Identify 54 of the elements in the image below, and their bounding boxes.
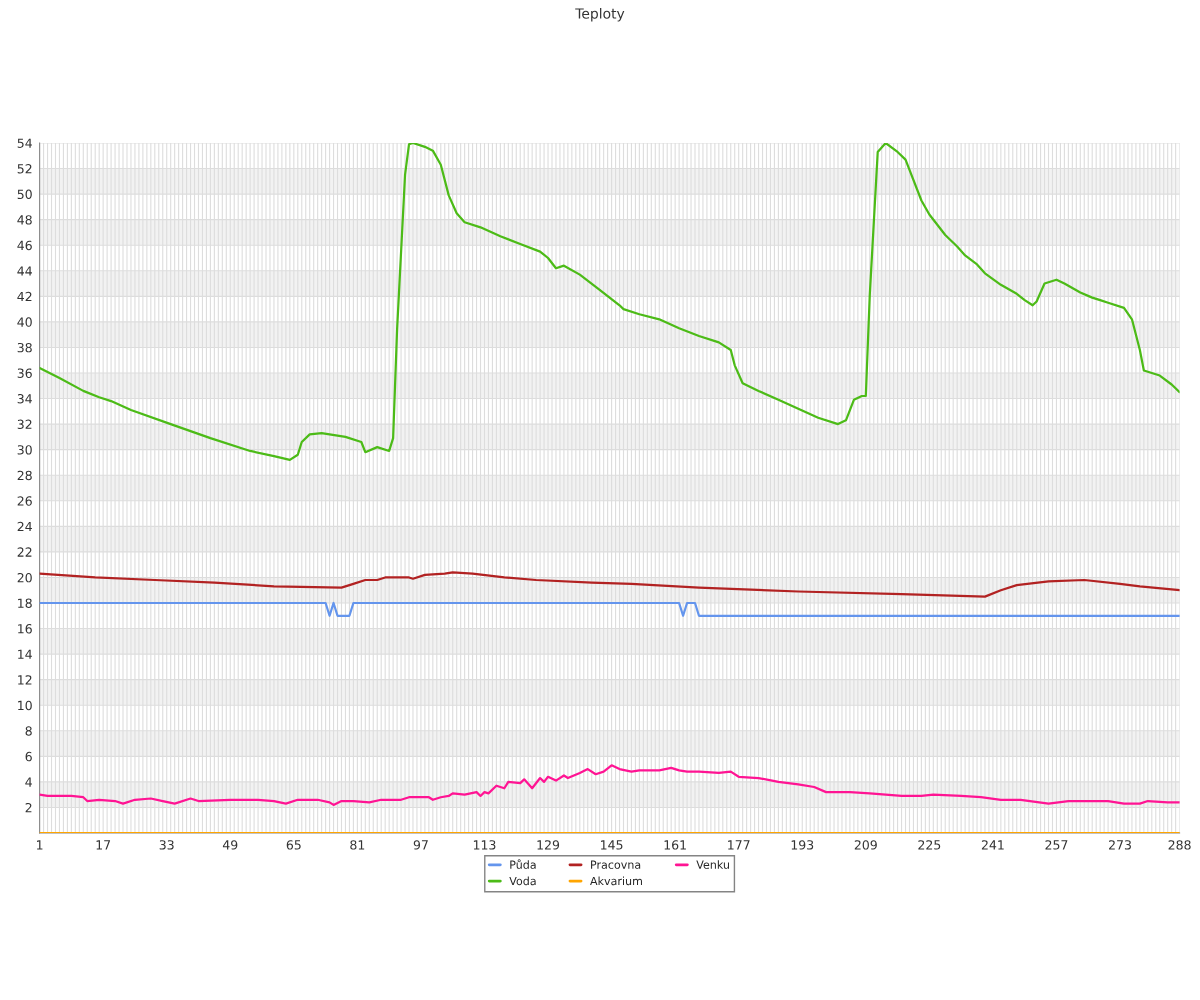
x-tick-label: 288 bbox=[1168, 840, 1191, 850]
x-tick-label: 257 bbox=[1045, 840, 1068, 850]
y-tick-label: 16 bbox=[18, 624, 32, 634]
y-tick-label: 50 bbox=[17, 189, 32, 200]
y-tick-label: 6 bbox=[25, 751, 32, 762]
y-tick-label: 8 bbox=[25, 726, 32, 736]
y-tick-label: 54 bbox=[17, 138, 32, 148]
y-tick-label: 30 bbox=[17, 445, 32, 455]
y-tick-label: 40 bbox=[17, 317, 32, 327]
x-tick-label: 177 bbox=[728, 840, 750, 850]
y-tick-label: 10 bbox=[18, 700, 32, 711]
y-tick-label: 34 bbox=[17, 394, 32, 404]
legend-label: Venku bbox=[696, 860, 729, 869]
y-tick-label: 14 bbox=[18, 649, 32, 659]
line-series bbox=[39, 571, 1180, 598]
y-tick-label: 52 bbox=[17, 164, 32, 174]
y-tick-label: 48 bbox=[17, 215, 32, 225]
x-tick-label: 113 bbox=[473, 840, 496, 850]
x-tick-label: 225 bbox=[918, 840, 941, 850]
y-tick-label: 36 bbox=[17, 368, 32, 378]
x-tick-label: 161 bbox=[664, 840, 686, 850]
y-tick-label: 18 bbox=[18, 598, 32, 608]
x-tick-label: 17 bbox=[96, 840, 111, 850]
legend-label: Pracovna bbox=[591, 860, 641, 869]
chart-title: Teploty bbox=[575, 8, 625, 22]
y-tick-label: 44 bbox=[17, 266, 32, 276]
x-tick-label: 1 bbox=[37, 840, 43, 850]
y-tick-label: 28 bbox=[17, 470, 32, 481]
x-tick-label: 97 bbox=[413, 840, 428, 850]
y-tick-label: 26 bbox=[17, 496, 32, 506]
x-tick-label: 145 bbox=[601, 840, 623, 850]
x-tick-label: 65 bbox=[286, 840, 301, 850]
y-tick-label: 4 bbox=[25, 777, 32, 787]
y-tick-label: 24 bbox=[17, 521, 32, 532]
y-tick-label: 46 bbox=[17, 240, 32, 251]
legend-label: Voda bbox=[509, 876, 536, 886]
x-tick-label: 33 bbox=[159, 840, 174, 850]
x-tick-label: 273 bbox=[1109, 840, 1131, 850]
x-tick-label: 49 bbox=[222, 840, 238, 850]
x-tick-label: 81 bbox=[350, 840, 365, 850]
y-tick-label: 22 bbox=[17, 547, 32, 557]
y-tick-label: 38 bbox=[17, 342, 32, 353]
legend-label: Akvarium bbox=[590, 876, 642, 886]
x-tick-label: 241 bbox=[981, 840, 1004, 850]
y-tick-label: 20 bbox=[17, 572, 32, 583]
line-series bbox=[39, 764, 1180, 806]
x-tick-label: 209 bbox=[854, 840, 877, 850]
y-tick-label: 32 bbox=[17, 419, 32, 430]
x-tick-label: 129 bbox=[537, 840, 560, 850]
y-tick-label: 12 bbox=[18, 675, 32, 685]
y-tick-label: 2 bbox=[25, 802, 32, 813]
y-tick-label: 42 bbox=[17, 291, 32, 302]
legend-label: Půda bbox=[510, 859, 536, 869]
x-tick-label: 193 bbox=[791, 840, 814, 850]
